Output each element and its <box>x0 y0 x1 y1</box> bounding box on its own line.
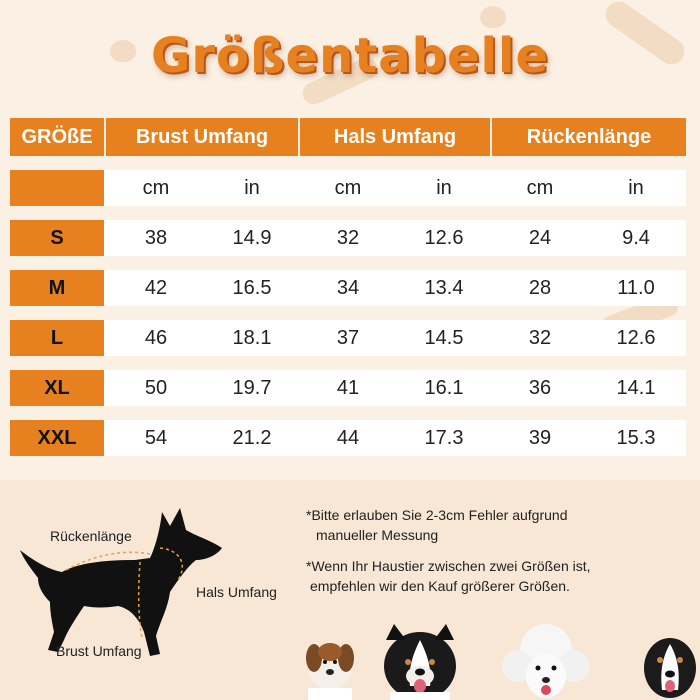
table-cell: 16.5 <box>232 276 272 299</box>
table-cell: 15.3 <box>616 426 656 449</box>
page-title: Größentabelle <box>150 28 549 84</box>
table-cell: 19.7 <box>232 376 272 399</box>
table-cell: 14.1 <box>616 376 656 399</box>
paw-decoration <box>480 6 506 28</box>
chest-girth-label: Brust Umfang <box>56 643 142 659</box>
header-divider <box>104 118 106 156</box>
table-cell: 12.6 <box>424 226 464 249</box>
unit-cell: in <box>436 176 452 199</box>
size-label: XXL <box>10 420 104 456</box>
neck-girth-label: Hals Umfang <box>196 584 277 600</box>
units-row-label <box>10 170 104 206</box>
table-cell: 21.2 <box>232 426 272 449</box>
table-cell: 37 <box>336 326 360 349</box>
dog-silhouette-icon <box>20 508 222 656</box>
header-divider <box>490 118 492 156</box>
table-cell: 32 <box>528 326 552 349</box>
unit-cell: cm <box>334 176 362 199</box>
table-cell: 34 <box>336 276 360 299</box>
table-cell: 9.4 <box>622 226 650 249</box>
table-row: XL 50 19.7 41 16.1 36 14.1 <box>10 370 686 406</box>
table-row: XXL 54 21.2 44 17.3 39 15.3 <box>10 420 686 456</box>
unit-cell: in <box>628 176 644 199</box>
back-length-label: Rückenlänge <box>50 528 132 544</box>
unit-cell: in <box>244 176 260 199</box>
units-row: cm in cm in cm in <box>10 170 686 206</box>
table-cell: 32 <box>336 226 360 249</box>
table-cell: 18.1 <box>232 326 272 349</box>
size-column-header: GRÖßE <box>10 118 104 156</box>
note-measurement-error: *Bitte erlauben Sie 2-3cm Fehler aufgrun… <box>306 505 567 545</box>
table-cell: 39 <box>528 426 552 449</box>
table-cell: 28 <box>528 276 552 299</box>
note-line: manueller Messung <box>316 527 439 543</box>
table-row: L 46 18.1 37 14.5 32 12.6 <box>10 320 686 356</box>
size-label: M <box>10 270 104 306</box>
shepherd-dog-icon <box>384 624 456 700</box>
unit-cell: cm <box>142 176 170 199</box>
size-label: XL <box>10 370 104 406</box>
row-cells: 38 14.9 32 12.6 24 9.4 <box>104 220 686 256</box>
table-cell: 38 <box>144 226 168 249</box>
chest-measure-line <box>137 561 143 639</box>
table-cell: 13.4 <box>424 276 464 299</box>
row-cells: 42 16.5 34 13.4 28 11.0 <box>104 270 686 306</box>
beagle-dog-icon <box>306 643 354 700</box>
table-header-row: GRÖßE Brust Umfang Hals Umfang Rückenlän… <box>10 118 686 156</box>
group-header-neck: Hals Umfang <box>300 118 490 156</box>
table-cell: 50 <box>144 376 168 399</box>
table-cell: 42 <box>144 276 168 299</box>
units-cells: cm in cm in cm in <box>104 170 686 206</box>
table-cell: 54 <box>144 426 168 449</box>
row-cells: 46 18.1 37 14.5 32 12.6 <box>104 320 686 356</box>
note-line: *Bitte erlauben Sie 2-3cm Fehler aufgrun… <box>306 507 568 523</box>
note-line: *Wenn Ihr Haustier zwischen zwei Größen … <box>306 558 591 574</box>
table-cell: 36 <box>528 376 552 399</box>
row-cells: 54 21.2 44 17.3 39 15.3 <box>104 420 686 456</box>
table-cell: 16.1 <box>424 376 464 399</box>
dog-photos <box>306 624 696 700</box>
table-cell: 11.0 <box>617 276 655 299</box>
table-cell: 12.6 <box>616 326 656 349</box>
group-header-back: Rückenlänge <box>492 118 686 156</box>
group-header-chest: Brust Umfang <box>106 118 298 156</box>
header-divider <box>298 118 300 156</box>
paw-decoration <box>110 40 136 62</box>
unit-cell: cm <box>526 176 554 199</box>
table-row: S 38 14.9 32 12.6 24 9.4 <box>10 220 686 256</box>
back-measure-line <box>65 551 151 571</box>
row-cells: 50 19.7 41 16.1 36 14.1 <box>104 370 686 406</box>
size-label: L <box>10 320 104 356</box>
dog-silhouette-diagram <box>20 508 222 656</box>
table-cell: 24 <box>528 226 552 249</box>
poodle-dog-icon <box>502 624 590 698</box>
table-cell: 17.3 <box>424 426 464 449</box>
size-label: S <box>10 220 104 256</box>
table-cell: 14.9 <box>232 226 272 249</box>
note-size-recommendation: *Wenn Ihr Haustier zwischen zwei Größen … <box>306 556 591 596</box>
table-cell: 44 <box>336 426 360 449</box>
table-row: M 42 16.5 34 13.4 28 11.0 <box>10 270 686 306</box>
table-cell: 46 <box>144 326 168 349</box>
table-cell: 14.5 <box>424 326 464 349</box>
note-line: empfehlen wir den Kauf größerer Größen. <box>310 578 570 594</box>
table-cell: 41 <box>336 376 360 399</box>
tricolor-dog-icon <box>644 638 696 698</box>
